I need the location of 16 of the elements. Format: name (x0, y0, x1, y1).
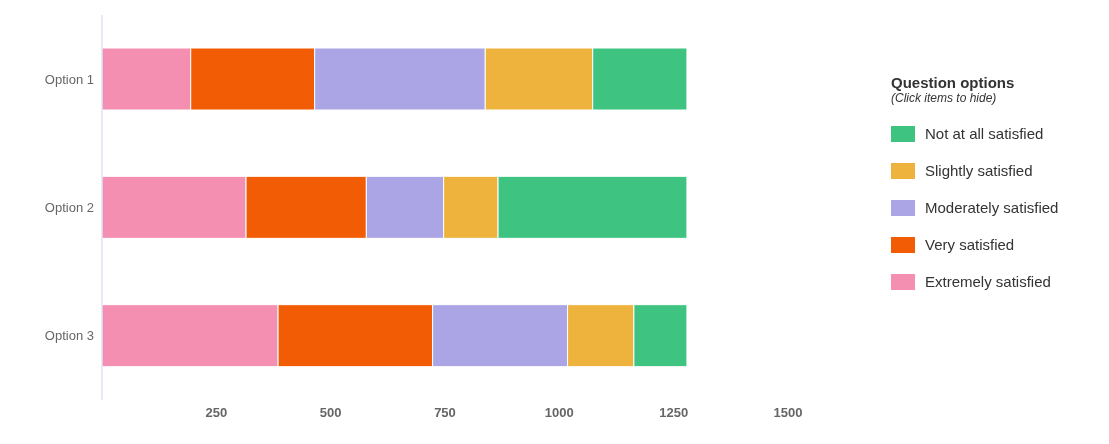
x-tick-label: 1000 (544, 405, 574, 421)
text: (Click items to hide) (891, 91, 998, 105)
x-tick-label: 250 (205, 405, 228, 421)
x-tick-label: 500 (319, 405, 342, 421)
y-tick-label: Option 3 (44, 328, 94, 344)
x-tick-label: 1250 (659, 405, 689, 421)
legend-label: Slightly satisfied (925, 162, 1033, 179)
legend-title: Question options (891, 74, 1016, 91)
x-tick-label: 1500 (773, 405, 803, 421)
legend-label: Moderately satisfied (925, 199, 1059, 216)
legend-label: Very satisfied (925, 236, 1015, 253)
legend-label: Extremely satisfied (925, 273, 1051, 290)
y-tick-label: Option 1 (44, 71, 94, 87)
y-tick-label: Option 2 (44, 200, 94, 216)
legend-label: Not at all satisfied (925, 125, 1044, 142)
x-tick-label: 750 (434, 405, 456, 421)
